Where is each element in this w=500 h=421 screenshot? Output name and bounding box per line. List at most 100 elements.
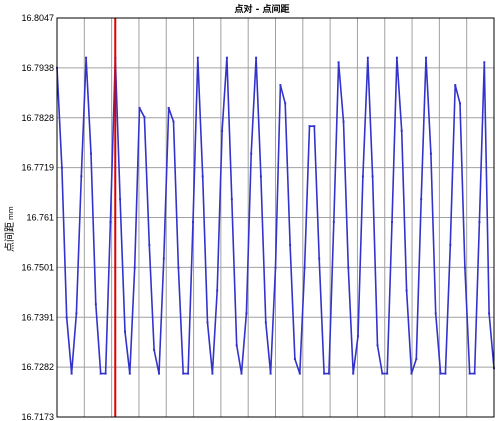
data-point	[94, 303, 97, 306]
data-point	[386, 372, 389, 375]
data-point	[347, 266, 350, 269]
data-point	[216, 289, 219, 292]
data-point	[211, 372, 214, 375]
data-point	[473, 372, 476, 375]
y-axis-label-group: 点间距 mm	[3, 206, 16, 252]
data-point	[289, 243, 292, 246]
data-point	[65, 316, 68, 319]
data-point	[313, 125, 316, 128]
data-point	[85, 56, 88, 59]
data-point	[376, 344, 379, 347]
data-point	[225, 56, 228, 59]
data-point	[279, 84, 282, 87]
data-point	[318, 257, 321, 260]
data-point	[133, 266, 136, 269]
data-point	[148, 243, 151, 246]
data-point	[274, 266, 277, 269]
data-point	[138, 106, 141, 109]
data-point	[153, 348, 156, 351]
data-point	[444, 372, 447, 375]
data-point	[158, 372, 160, 375]
grid	[57, 18, 494, 417]
data-point	[332, 221, 335, 224]
data-point	[410, 372, 413, 375]
y-axis-ticks: 16.8047 16.7938 16.7828 16.7719 16.761 16.750…	[21, 13, 54, 421]
data-point	[381, 372, 384, 375]
data-point	[361, 175, 364, 178]
data-point	[245, 312, 248, 315]
data-point	[177, 266, 180, 269]
data-point	[143, 116, 146, 119]
data-point	[230, 198, 233, 201]
y-tick-label: 16.7282	[21, 362, 54, 372]
y-tick-label: 16.7938	[21, 63, 54, 73]
data-point	[162, 257, 165, 260]
data-point	[124, 330, 126, 333]
data-point	[429, 152, 432, 155]
y-tick-label: 16.8047	[21, 13, 54, 23]
chart-title: 点对 - 点间距	[234, 3, 289, 15]
data-point	[395, 56, 398, 59]
data-point	[483, 61, 486, 64]
data-point	[196, 56, 199, 59]
data-point	[119, 198, 122, 201]
data-point	[337, 61, 340, 64]
data-point	[371, 175, 374, 178]
data-point	[182, 372, 185, 375]
data-point	[454, 84, 457, 87]
data-point	[425, 56, 427, 59]
data-point	[391, 221, 393, 224]
data-point	[75, 312, 78, 315]
y-tick-label: 16.7173	[21, 412, 54, 421]
y-axis-unit: mm	[7, 206, 15, 220]
data-point	[201, 175, 204, 178]
plot-frame	[56, 17, 495, 418]
data-point	[323, 372, 326, 375]
data-point	[240, 372, 243, 375]
data-point	[264, 321, 267, 324]
data-point	[192, 221, 194, 224]
data-point	[342, 120, 345, 123]
y-tick-label: 16.761	[26, 213, 54, 223]
y-tick-label: 16.7391	[21, 312, 54, 322]
y-tick-label: 16.7719	[21, 163, 54, 173]
data-point	[357, 335, 359, 338]
data-point	[327, 372, 330, 375]
y-tick-label: 16.7828	[21, 113, 54, 123]
data-point	[99, 372, 102, 375]
data-point	[104, 372, 107, 375]
data-point	[459, 102, 461, 105]
data-point	[128, 372, 131, 375]
data-point	[293, 358, 296, 360]
data-point	[303, 266, 306, 269]
data-point	[70, 372, 73, 375]
data-point	[284, 102, 287, 105]
data-point	[235, 344, 238, 347]
data-point	[109, 221, 112, 224]
data-point	[308, 125, 311, 128]
data-point	[420, 198, 423, 201]
data-point	[187, 372, 190, 375]
data-point	[80, 175, 83, 178]
y-tick-label: 16.7501	[21, 262, 54, 272]
data-point	[478, 221, 481, 224]
data-point	[221, 129, 224, 132]
data-point	[405, 289, 408, 292]
data-point	[250, 152, 253, 155]
series-layer	[56, 56, 495, 375]
data-point	[259, 175, 262, 178]
data-point	[172, 120, 175, 123]
data-point	[255, 56, 258, 59]
data-point	[449, 243, 452, 246]
data-point	[439, 372, 442, 375]
data-point	[400, 129, 403, 132]
data-point	[352, 372, 355, 375]
data-point	[60, 166, 63, 169]
data-point	[468, 372, 471, 375]
data-point	[434, 312, 437, 315]
data-point	[269, 372, 272, 375]
data-point	[90, 152, 92, 155]
data-point	[366, 56, 369, 59]
